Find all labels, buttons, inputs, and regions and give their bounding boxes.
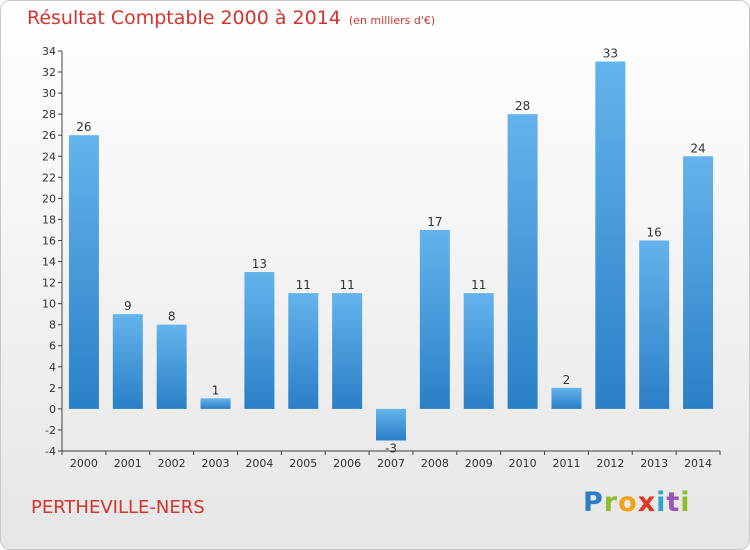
data-label: 1 <box>212 383 220 397</box>
bar-2004 <box>244 272 275 409</box>
bar-2010 <box>507 114 538 409</box>
y-tick-label: 22 <box>42 171 56 184</box>
x-tick-label: 2000 <box>70 457 98 470</box>
bar-2012 <box>595 61 626 409</box>
x-tick-label: 2014 <box>684 457 712 470</box>
y-tick-label: 14 <box>42 256 56 269</box>
logo-letter: o <box>618 487 638 518</box>
x-tick-label: 2002 <box>158 457 186 470</box>
x-tick-label: 2007 <box>377 457 405 470</box>
y-tick-label: 6 <box>49 340 56 353</box>
x-tick-label: 2009 <box>465 457 493 470</box>
y-tick-label: 24 <box>42 150 56 163</box>
bar-2000 <box>68 135 99 409</box>
bar-2013 <box>639 240 670 409</box>
data-label: 26 <box>76 120 91 134</box>
bar-2002 <box>156 324 187 409</box>
x-tick-label: 2005 <box>289 457 317 470</box>
y-tick-label: 4 <box>49 361 56 374</box>
bar-2011 <box>551 387 582 409</box>
data-label: 16 <box>647 225 662 239</box>
bar-2005 <box>288 293 319 409</box>
chart-title-text: Résultat Comptable 2000 à 2014 <box>27 7 341 29</box>
commune-name: PERTHEVILLE-NERS <box>31 497 205 518</box>
data-label: 11 <box>339 278 354 292</box>
y-tick-label: 34 <box>42 45 56 58</box>
data-label: 13 <box>252 257 267 271</box>
data-label: 11 <box>471 278 486 292</box>
x-tick-label: 2010 <box>509 457 537 470</box>
bar-2003 <box>200 398 231 409</box>
x-tick-label: 2006 <box>333 457 361 470</box>
logo-letter: i <box>656 487 667 518</box>
bar-2006 <box>332 293 363 409</box>
y-tick-label: 18 <box>42 213 56 226</box>
data-label: 17 <box>427 215 442 229</box>
bar-2014 <box>683 156 714 409</box>
logo-letter: x <box>637 487 657 518</box>
x-tick-label: 2008 <box>421 457 449 470</box>
logo-letter: r <box>603 487 619 518</box>
x-tick-label: 2011 <box>552 457 580 470</box>
y-tick-label: 0 <box>49 403 56 416</box>
x-tick-label: 2012 <box>596 457 624 470</box>
data-label: -3 <box>385 441 397 455</box>
y-tick-label: 8 <box>49 319 56 332</box>
y-tick-label: 30 <box>42 87 56 100</box>
data-label: 33 <box>603 47 618 61</box>
data-label: 8 <box>168 310 176 324</box>
proxiti-logo: Proxiti <box>583 487 691 518</box>
y-tick-label: -2 <box>45 424 56 437</box>
x-tick-label: 2003 <box>202 457 230 470</box>
y-tick-label: 10 <box>42 298 56 311</box>
bar-2009 <box>463 293 494 409</box>
bar-2001 <box>112 314 143 409</box>
data-label: 28 <box>515 99 530 113</box>
y-tick-label: 20 <box>42 192 56 205</box>
y-tick-label: 32 <box>42 66 56 79</box>
bar-2007 <box>376 408 406 441</box>
x-tick-label: 2001 <box>114 457 142 470</box>
y-tick-label: 2 <box>49 382 56 395</box>
chart-subtitle: (en milliers d'€) <box>348 14 436 27</box>
x-tick-label: 2004 <box>245 457 273 470</box>
bar-2008 <box>419 229 450 409</box>
x-tick-label: 2013 <box>640 457 668 470</box>
y-tick-label: -4 <box>45 445 56 458</box>
y-tick-label: 16 <box>42 234 56 247</box>
y-tick-label: 12 <box>42 277 56 290</box>
chart-title: Résultat Comptable 2000 à 2014 (en millie… <box>27 7 435 29</box>
data-label: 24 <box>690 141 705 155</box>
data-label: 9 <box>124 299 132 313</box>
data-label: 11 <box>296 278 311 292</box>
y-tick-label: 26 <box>42 129 56 142</box>
y-tick-label: 28 <box>42 108 56 121</box>
logo-letter: P <box>583 487 604 518</box>
data-label: 2 <box>563 373 571 387</box>
logo-letter: t <box>666 487 681 518</box>
logo-letter: i <box>680 487 691 518</box>
